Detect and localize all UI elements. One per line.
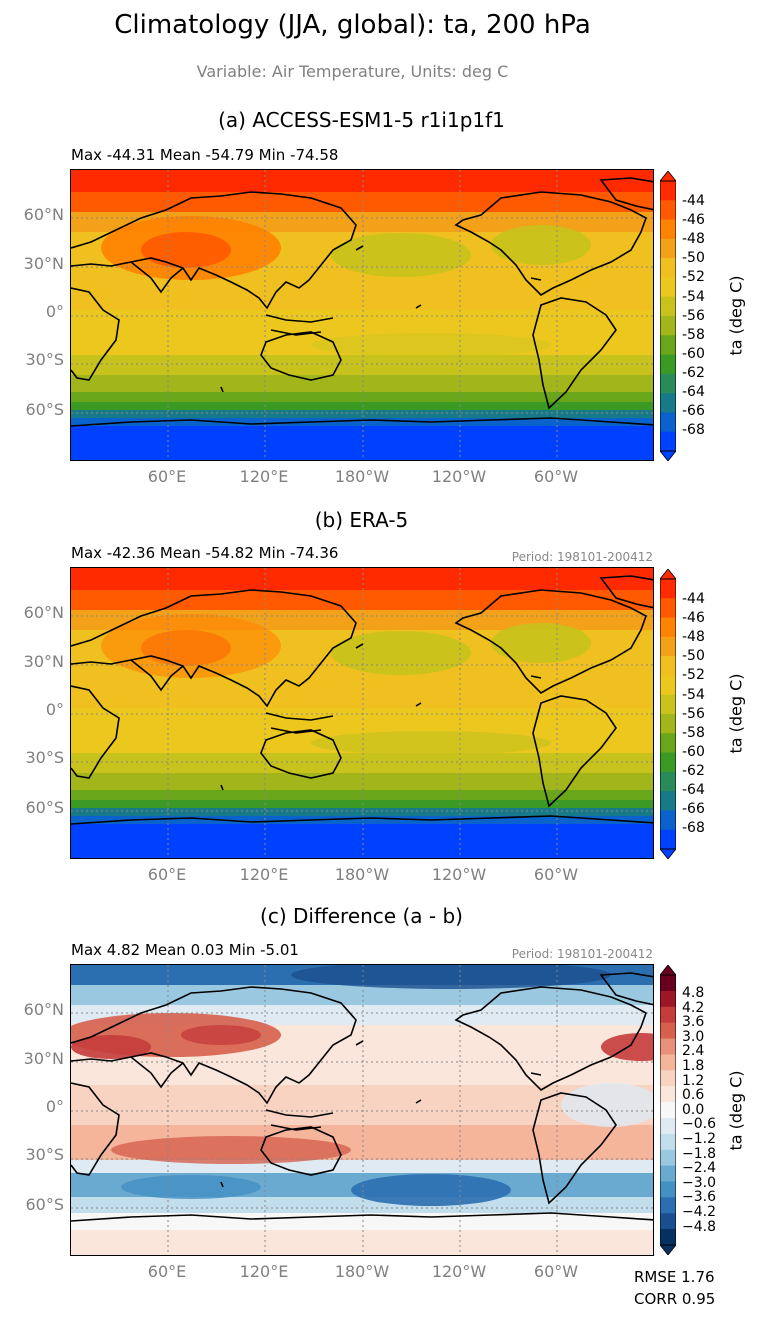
colorbar-tick-label: -50 bbox=[682, 648, 705, 665]
panel-b-colorbar bbox=[659, 568, 677, 860]
panel-a-colorbar-label: ta (deg C) bbox=[726, 275, 746, 356]
panel-b-period: Period: 198101-200412 bbox=[511, 550, 653, 564]
lon-tick-label: 120°E bbox=[239, 865, 289, 884]
colorbar-tick-label: 0.6 bbox=[682, 1087, 705, 1104]
lat-tick-label: 60°N bbox=[23, 603, 64, 622]
lat-tick-label: 30°S bbox=[25, 350, 64, 369]
colorbar-tick-label: -60 bbox=[682, 345, 705, 362]
colorbar-tick-label: -64 bbox=[682, 384, 705, 400]
panel-a-map bbox=[70, 169, 654, 461]
colorbar-tick-label: −2.4 bbox=[682, 1160, 716, 1177]
lat-tick-label: 0° bbox=[45, 700, 64, 719]
lon-tick-label: 60°W bbox=[533, 1262, 579, 1281]
lon-tick-label: 120°W bbox=[431, 865, 487, 884]
colorbar-tick-label: -48 bbox=[682, 629, 705, 646]
corr-value: CORR 0.95 bbox=[634, 1290, 716, 1308]
lon-tick-label: 180°W bbox=[334, 467, 390, 486]
colorbar-tick-label: -56 bbox=[682, 307, 705, 324]
lat-tick-label: 60°N bbox=[23, 1000, 64, 1019]
colorbar-tick-label: -52 bbox=[682, 269, 705, 286]
lat-tick-label: 60°N bbox=[23, 205, 64, 224]
colorbar-tick-label: -66 bbox=[682, 403, 705, 420]
lat-tick-label: 30°S bbox=[25, 748, 64, 767]
colorbar-tick-label: -54 bbox=[682, 686, 705, 703]
panel-c-title: (c) Difference (a - b) bbox=[260, 904, 463, 928]
lat-tick-label: 30°S bbox=[25, 1145, 64, 1164]
lat-tick-label: 30°N bbox=[23, 1049, 64, 1068]
colorbar-tick-label: -68 bbox=[682, 820, 705, 837]
colorbar-tick-label: -68 bbox=[682, 422, 705, 439]
figure-title: Climatology (JJA, global): ta, 200 hPa bbox=[114, 10, 591, 40]
lon-tick-label: 60°W bbox=[533, 865, 579, 884]
panel-b-stats: Max -42.36 Mean -54.82 Min -74.36 bbox=[71, 544, 339, 562]
colorbar-tick-label: -52 bbox=[682, 667, 705, 684]
lat-tick-label: 60°S bbox=[25, 400, 64, 419]
figure-subtitle: Variable: Air Temperature, Units: deg C bbox=[196, 62, 509, 81]
panel-b-title: (b) ERA-5 bbox=[314, 508, 409, 532]
colorbar-tick-label: 4.2 bbox=[682, 999, 705, 1016]
lon-tick-label: 180°W bbox=[334, 865, 390, 884]
panel-a-title: (a) ACCESS-ESM1-5 r1i1p1f1 bbox=[218, 108, 505, 132]
colorbar-tick-label: 1.8 bbox=[682, 1058, 705, 1074]
colorbar-tick-label: -44 bbox=[682, 193, 705, 209]
colorbar-tick-label: -44 bbox=[682, 591, 705, 607]
panel-c-map bbox=[70, 964, 654, 1256]
colorbar-tick-label: -46 bbox=[682, 212, 705, 229]
colorbar-tick-label: −4.2 bbox=[682, 1204, 716, 1220]
colorbar-tick-label: -50 bbox=[682, 250, 705, 267]
panel-c-period: Period: 198101-200412 bbox=[511, 947, 653, 961]
colorbar-tick-label: −3.6 bbox=[682, 1189, 716, 1206]
colorbar-tick-label: -48 bbox=[682, 231, 705, 248]
colorbar-tick-label: 3.0 bbox=[682, 1028, 705, 1045]
lon-tick-label: 120°E bbox=[239, 1262, 289, 1281]
lat-tick-label: 60°S bbox=[25, 798, 64, 817]
colorbar-tick-label: 2.4 bbox=[682, 1043, 705, 1060]
colorbar-tick-label: −1.2 bbox=[682, 1131, 716, 1147]
colorbar-tick-label: 1.2 bbox=[682, 1072, 705, 1089]
colorbar-tick-label: -46 bbox=[682, 610, 705, 627]
colorbar-tick-label: -58 bbox=[682, 326, 705, 343]
lat-tick-label: 30°N bbox=[23, 652, 64, 671]
lat-tick-label: 30°N bbox=[23, 254, 64, 273]
panel-b-colorbar-label: ta (deg C) bbox=[726, 673, 746, 754]
colorbar-tick-label: -62 bbox=[682, 364, 705, 381]
colorbar-tick-label: -56 bbox=[682, 705, 705, 722]
lon-tick-label: 60°E bbox=[147, 467, 187, 486]
lon-tick-label: 120°W bbox=[431, 1262, 487, 1281]
colorbar-tick-label: -60 bbox=[682, 743, 705, 760]
colorbar-tick-label: -66 bbox=[682, 801, 705, 818]
lat-tick-label: 0° bbox=[45, 302, 64, 321]
colorbar-tick-label: −0.6 bbox=[682, 1116, 716, 1133]
panel-a-stats: Max -44.31 Mean -54.79 Min -74.58 bbox=[71, 146, 339, 164]
colorbar-tick-label: -54 bbox=[682, 288, 705, 305]
lat-tick-label: 0° bbox=[45, 1097, 64, 1116]
rmse-value: RMSE 1.76 bbox=[634, 1268, 715, 1286]
colorbar-tick-label: −3.0 bbox=[682, 1174, 716, 1191]
lon-tick-label: 120°E bbox=[239, 467, 289, 486]
lon-tick-label: 180°W bbox=[334, 1262, 390, 1281]
lat-tick-label: 60°S bbox=[25, 1195, 64, 1214]
lon-tick-label: 120°W bbox=[431, 467, 487, 486]
colorbar-tick-label: 4.8 bbox=[682, 985, 705, 1001]
colorbar-tick-label: -62 bbox=[682, 762, 705, 779]
colorbar-tick-label: −4.8 bbox=[682, 1218, 716, 1235]
colorbar-tick-label: 0.0 bbox=[682, 1101, 705, 1118]
lon-tick-label: 60°E bbox=[147, 1262, 187, 1281]
lon-tick-label: 60°E bbox=[147, 865, 187, 884]
panel-a-colorbar bbox=[659, 170, 677, 462]
panel-b-map bbox=[70, 567, 654, 859]
colorbar-tick-label: -64 bbox=[682, 782, 705, 798]
lon-tick-label: 60°W bbox=[533, 467, 579, 486]
panel-c-colorbar bbox=[659, 964, 677, 1256]
panel-c-colorbar-label: ta (deg C) bbox=[726, 1070, 746, 1151]
colorbar-tick-label: −1.8 bbox=[682, 1145, 716, 1162]
panel-c-stats: Max 4.82 Mean 0.03 Min -5.01 bbox=[71, 941, 299, 959]
colorbar-tick-label: 3.6 bbox=[682, 1014, 705, 1031]
colorbar-tick-label: -58 bbox=[682, 724, 705, 741]
